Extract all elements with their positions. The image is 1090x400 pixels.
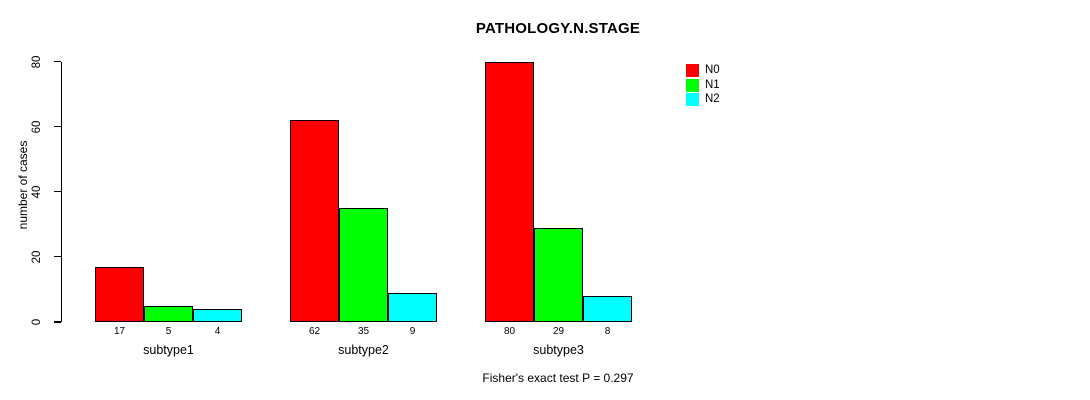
legend-swatch-icon — [686, 64, 699, 77]
legend: N0 N1 N2 — [686, 64, 720, 108]
bar-value-label: 9 — [409, 325, 416, 337]
legend-row-n1: N1 — [686, 78, 720, 92]
bar-n1-subtype3 — [534, 227, 583, 322]
y-tick-label: 40 — [31, 185, 43, 199]
bar-value-label: 29 — [552, 325, 565, 337]
legend-swatch-icon — [686, 93, 699, 106]
bar-n2-subtype1 — [193, 308, 242, 322]
category-label-subtype3: subtype3 — [533, 343, 584, 357]
chart-title: PATHOLOGY.N.STAGE — [475, 20, 641, 37]
category-label-subtype2: subtype2 — [338, 343, 389, 357]
category-label-subtype1: subtype1 — [143, 343, 194, 357]
bar-n0-subtype3 — [485, 61, 534, 322]
bar-value-label: 80 — [503, 325, 516, 337]
legend-row-n2: N2 — [686, 93, 720, 106]
bar-value-label: 17 — [113, 325, 126, 337]
legend-label: N1 — [705, 78, 720, 91]
y-tick-mark — [54, 191, 61, 193]
bar-value-label: 35 — [357, 325, 370, 337]
legend-label: N2 — [705, 93, 720, 105]
bar-n2-subtype3 — [583, 295, 632, 322]
legend-row-n0: N0 — [686, 64, 720, 77]
bar-value-label: 5 — [165, 325, 172, 337]
fisher-test-annotation: Fisher's exact test P = 0.297 — [482, 371, 634, 385]
y-axis-line — [61, 61, 63, 322]
y-tick-mark — [54, 60, 61, 63]
bar-n1-subtype2 — [339, 208, 388, 322]
y-tick-label: 0 — [31, 318, 43, 326]
y-tick-mark — [54, 321, 61, 323]
y-tick-label: 60 — [31, 120, 43, 134]
bar-value-label: 62 — [308, 325, 321, 337]
legend-label: N0 — [705, 64, 720, 76]
legend-swatch-icon — [686, 78, 699, 92]
y-tick-mark — [54, 126, 61, 128]
bar-n2-subtype2 — [388, 292, 437, 322]
y-tick-label: 80 — [31, 55, 43, 68]
bar-value-label: 4 — [214, 325, 221, 337]
bar-n0-subtype2 — [290, 120, 339, 322]
y-axis-label: number of cases — [16, 140, 30, 230]
bar-n1-subtype1 — [144, 305, 193, 322]
bar-value-label: 8 — [604, 325, 611, 337]
y-tick-label: 20 — [31, 250, 43, 264]
y-tick-mark — [54, 256, 61, 258]
bar-n0-subtype1 — [95, 266, 144, 322]
